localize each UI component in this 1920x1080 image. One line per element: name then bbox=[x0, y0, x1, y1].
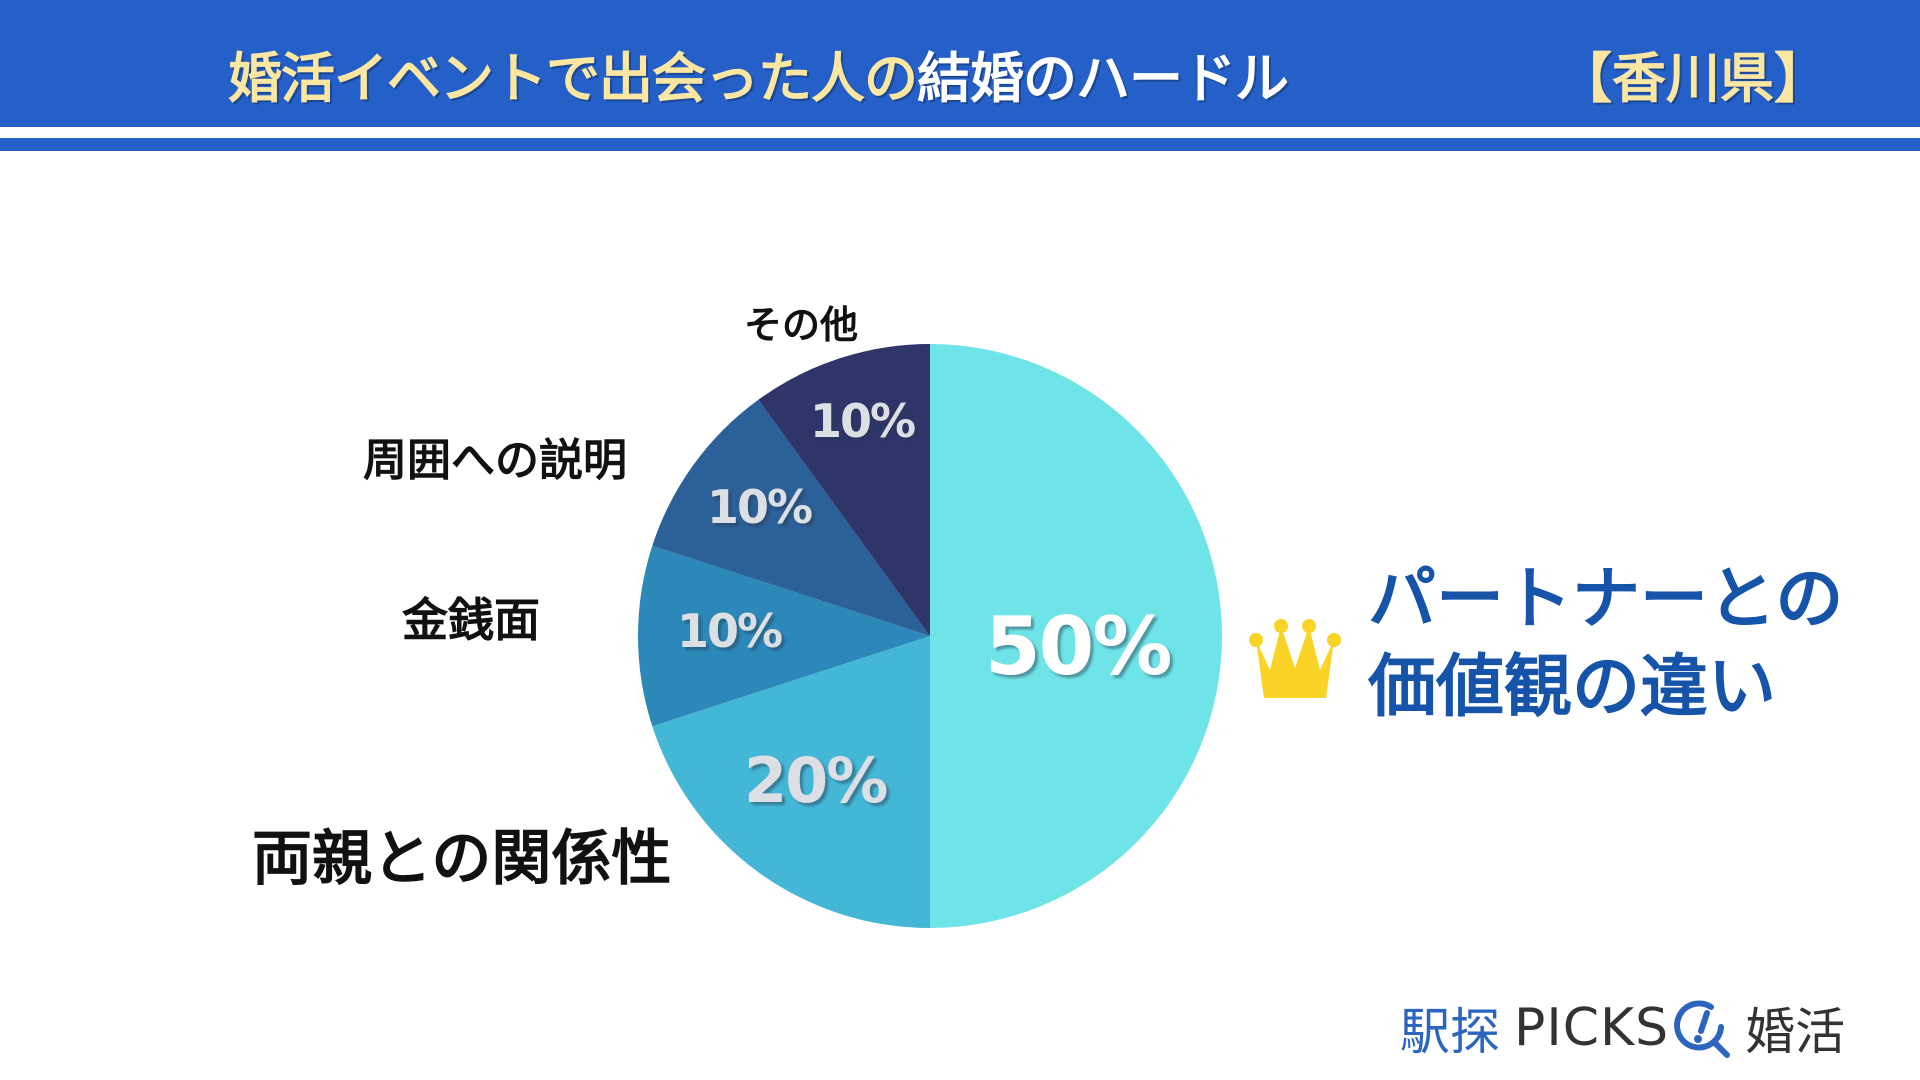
slice-other bbox=[758, 344, 930, 636]
category-label-parents: 両親との関係性 bbox=[252, 824, 672, 894]
slice-surroundings bbox=[652, 399, 930, 636]
header-bar bbox=[0, 0, 1920, 127]
slice-value-surroundings: 10% bbox=[707, 480, 813, 534]
top-answer-label: パートナーとの 価値観の違い bbox=[1368, 556, 1843, 732]
slice-value-money: 10% bbox=[677, 604, 783, 658]
brand-logo: 駅探 PICKS 婚活 bbox=[1400, 996, 1845, 1061]
top-answer-line2: 価値観の違い bbox=[1368, 648, 1777, 727]
header-divider-blue bbox=[0, 138, 1920, 151]
slice-value-other: 10% bbox=[810, 394, 916, 448]
prefecture-label: 【香川県】 bbox=[1558, 47, 1828, 110]
slice-value-partner: 50% bbox=[985, 600, 1172, 693]
logo-picks: PICKS bbox=[1514, 998, 1670, 1058]
magnifier-icon bbox=[1674, 1000, 1731, 1058]
slice-money bbox=[637, 545, 930, 727]
category-label-money: 金銭面 bbox=[402, 593, 540, 647]
crown-icon bbox=[1249, 619, 1341, 698]
category-label-other: その他 bbox=[744, 303, 859, 347]
logo-konkatsu: 婚活 bbox=[1745, 1003, 1846, 1061]
slice-parents bbox=[652, 636, 930, 928]
logo-ekitan: 駅探 bbox=[1400, 1003, 1500, 1061]
category-label-surroundings: 周囲への説明 bbox=[363, 435, 627, 486]
page-title: 婚活イベントで出会った人の結婚のハードル bbox=[228, 44, 1289, 114]
title-highlight: 婚活イベントで出会った人の bbox=[228, 47, 918, 110]
slice-value-parents: 20% bbox=[744, 744, 888, 817]
slice-partner bbox=[930, 344, 1222, 928]
top-answer-line1: パートナーとの bbox=[1368, 560, 1844, 639]
title-main: 結婚のハードル bbox=[917, 47, 1289, 110]
header-divider-white bbox=[0, 127, 1920, 138]
